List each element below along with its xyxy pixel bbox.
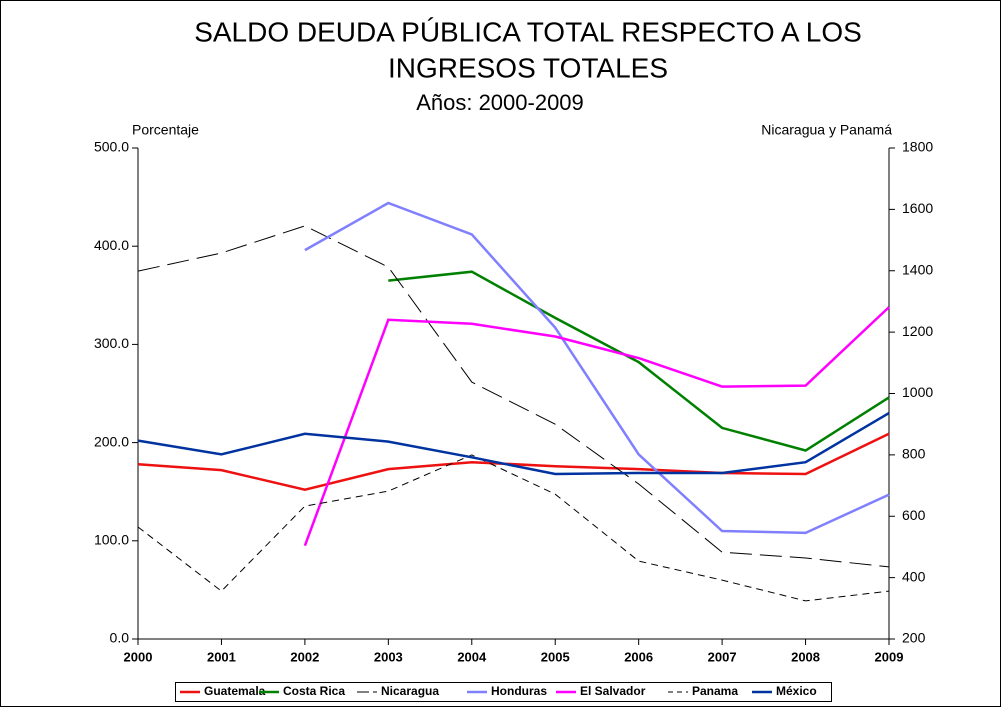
- legend-label: México: [776, 684, 817, 698]
- y2-tick-label: 1600: [902, 200, 933, 216]
- series-line: [137, 225, 890, 568]
- y2-tick-label: 1400: [902, 261, 933, 277]
- x-tick-label: 2002: [290, 649, 319, 664]
- y-tick-label: 500.0: [94, 139, 129, 155]
- y2-tick-label: 1800: [902, 139, 933, 155]
- legend-label: Nicaragua: [381, 684, 439, 698]
- chart-title: SALDO DEUDA PÚBLICA TOTAL RESPECTO A LOS: [194, 16, 862, 47]
- y-tick-label: 200.0: [94, 433, 129, 449]
- y-tick-label: 0.0: [110, 630, 130, 646]
- series-line: [137, 454, 890, 602]
- legend-label: Guatemala: [204, 684, 266, 698]
- series-line: [137, 412, 890, 476]
- y2-tick-label: 600: [902, 507, 926, 523]
- legend-label: Costa Rica: [283, 684, 345, 698]
- y2-tick-label: 1200: [902, 323, 933, 339]
- y2-tick-label: 1000: [902, 384, 933, 400]
- y2-axis-label: Nicaragua y Panamá: [761, 122, 892, 138]
- x-tick-label: 2004: [457, 649, 487, 664]
- y-tick-label: 400.0: [94, 237, 129, 253]
- series-line: [137, 432, 890, 491]
- x-tick-label: 2006: [624, 649, 653, 664]
- chart-title: INGRESOS TOTALES: [388, 52, 668, 83]
- x-tick-label: 2005: [541, 649, 570, 664]
- y-axis-label: Porcentaje: [132, 122, 199, 138]
- chart-subtitle: Años: 2000-2009: [416, 90, 584, 115]
- x-tick-label: 2003: [374, 649, 403, 664]
- y2-tick-label: 800: [902, 446, 926, 462]
- y2-tick-label: 400: [902, 568, 926, 584]
- legend: [175, 682, 832, 702]
- y-tick-label: 300.0: [94, 335, 129, 351]
- x-tick-label: 2008: [791, 649, 820, 664]
- x-tick-label: 2007: [708, 649, 737, 664]
- x-tick-label: 2009: [875, 649, 904, 664]
- series-line: [304, 201, 890, 535]
- series-line: [388, 270, 890, 452]
- series-line: [303, 306, 890, 547]
- legend-label: Panama: [692, 684, 738, 698]
- y2-tick-label: 200: [902, 630, 926, 646]
- legend-label: El Salvador: [580, 684, 646, 698]
- x-tick-label: 2001: [207, 649, 236, 664]
- x-tick-label: 2000: [124, 649, 153, 664]
- legend-label: Honduras: [491, 684, 547, 698]
- y-tick-label: 100.0: [94, 532, 129, 548]
